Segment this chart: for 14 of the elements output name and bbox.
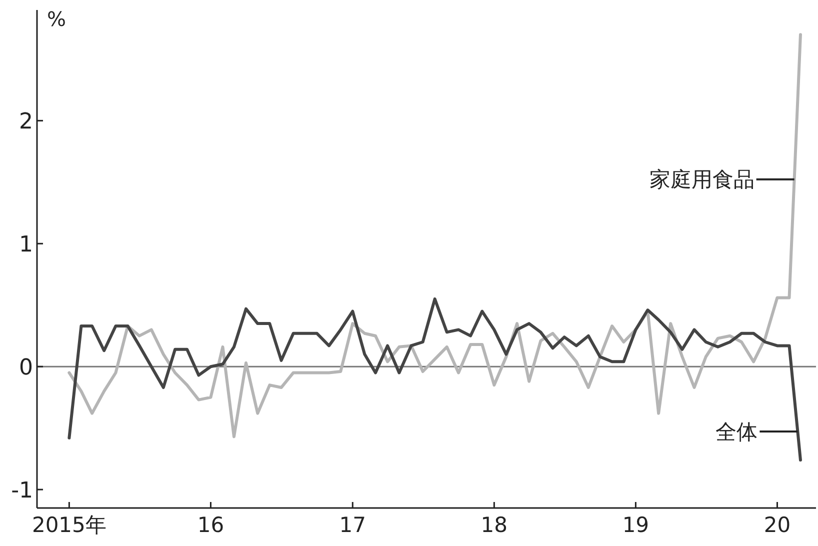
- y-axis-title: %: [47, 7, 66, 31]
- x-tick-label: 2015年: [32, 513, 106, 537]
- y-tick-label: 2: [19, 109, 33, 134]
- x-tick-label: 19: [622, 513, 650, 537]
- x-tick-label: 16: [197, 513, 224, 537]
- x-tick-label: 20: [764, 513, 791, 537]
- series-label: 全体: [716, 420, 758, 444]
- series-label: 家庭用食品: [649, 168, 754, 192]
- y-tick-label: -1: [11, 478, 33, 504]
- y-tick-label: 1: [19, 232, 33, 258]
- y-tick-label: 0: [19, 355, 33, 380]
- line-series: [68, 297, 802, 462]
- x-tick-label: 17: [339, 513, 366, 537]
- x-tick-label: 18: [480, 513, 508, 537]
